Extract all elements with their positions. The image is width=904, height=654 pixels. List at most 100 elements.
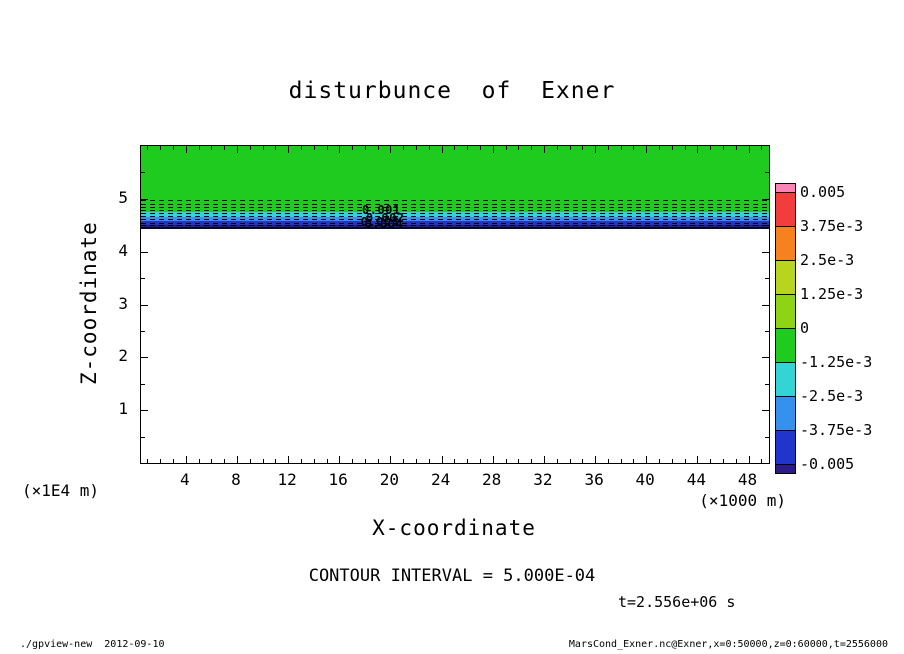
contour-line bbox=[141, 206, 769, 208]
x-axis-tick-minor bbox=[761, 459, 763, 463]
x-tick-label: 48 bbox=[737, 470, 758, 489]
y-axis-tick-minor bbox=[765, 172, 769, 174]
x-axis-tick-minor bbox=[224, 146, 226, 150]
y-axis-tick-major bbox=[762, 304, 769, 306]
y-axis-tick-minor bbox=[765, 225, 769, 227]
x-axis-tick-minor bbox=[671, 459, 673, 463]
y-axis-tick-minor bbox=[141, 436, 145, 438]
x-tick-label: 12 bbox=[277, 470, 297, 489]
colorbar-label: -3.75e-3 bbox=[800, 421, 873, 439]
colorbar bbox=[775, 183, 796, 474]
x-axis-tick-major bbox=[595, 146, 597, 153]
colorbar-cell bbox=[776, 261, 795, 295]
x-axis-tick-major bbox=[441, 146, 443, 153]
x-axis-tick-major bbox=[236, 146, 238, 153]
x-tick-label: 24 bbox=[430, 470, 451, 489]
x-axis-tick-minor bbox=[620, 459, 622, 463]
contour-line bbox=[141, 225, 769, 227]
x-axis-tick-minor bbox=[300, 459, 302, 463]
x-axis-tick-minor bbox=[416, 146, 417, 150]
y-tick-label: 4 bbox=[118, 240, 128, 260]
x-axis-tick-minor bbox=[275, 459, 277, 463]
x-axis-tick-major bbox=[390, 456, 392, 463]
x-axis-tick-major bbox=[492, 456, 494, 463]
contour-label: 0.003 bbox=[360, 214, 400, 229]
y-axis-tick-minor bbox=[141, 383, 145, 385]
x-axis-tick-major bbox=[339, 146, 341, 153]
y-axis-tick-major bbox=[141, 304, 148, 306]
x-axis-tick-minor bbox=[249, 146, 251, 150]
x-axis-tick-major bbox=[288, 456, 290, 463]
contour-line bbox=[141, 219, 769, 221]
x-axis-tick-minor bbox=[147, 459, 149, 463]
x-axis-tick-minor bbox=[160, 459, 162, 463]
colorbar-cell bbox=[776, 193, 795, 227]
x-tick-label: 28 bbox=[482, 470, 502, 489]
field-layer bbox=[141, 146, 769, 212]
x-axis-tick-major bbox=[185, 146, 187, 153]
x-axis-tick-minor bbox=[582, 459, 584, 463]
colorbar-label: 1.25e-3 bbox=[800, 285, 864, 303]
x-axis-tick-minor bbox=[531, 146, 533, 150]
x-axis-tick-minor bbox=[262, 146, 264, 150]
y-axis-tick-minor bbox=[765, 278, 769, 280]
x-axis-tick-minor bbox=[531, 459, 533, 463]
y-axis-tick-major bbox=[141, 198, 148, 200]
x-axis-tick-minor bbox=[505, 459, 507, 463]
x-axis-tick-minor bbox=[607, 146, 609, 150]
x-axis-tick-minor bbox=[173, 459, 174, 463]
colorbar-label: 2.5e-3 bbox=[800, 251, 855, 269]
x-axis-tick-minor bbox=[761, 146, 763, 150]
colorbar-label: 0.005 bbox=[800, 183, 846, 201]
x-axis-tick-minor bbox=[633, 459, 635, 463]
x-axis-tick-minor bbox=[735, 146, 737, 150]
x-axis-tick-minor bbox=[352, 459, 353, 463]
x-axis-tick-minor bbox=[518, 146, 520, 150]
chart-title: disturbunce of Exner bbox=[288, 78, 616, 104]
x-tick-label: 36 bbox=[584, 470, 604, 489]
x-axis-tick-major bbox=[390, 146, 392, 153]
y-axis-tick-major bbox=[762, 198, 769, 200]
x-axis-tick-minor bbox=[364, 146, 366, 150]
x-axis-tick-major bbox=[288, 146, 290, 153]
y-axis-tick-minor bbox=[765, 330, 769, 332]
contour-line bbox=[141, 203, 769, 205]
x-axis-tick-minor bbox=[671, 146, 673, 150]
x-axis-tick-minor bbox=[403, 146, 405, 150]
x-axis-tick-minor bbox=[326, 146, 328, 150]
x-axis-tick-major bbox=[543, 146, 545, 153]
x-axis-tick-minor bbox=[428, 146, 430, 150]
x-axis-tick-minor bbox=[467, 146, 469, 150]
x-axis-tick-minor bbox=[556, 146, 558, 150]
x-axis-tick-major bbox=[697, 146, 699, 153]
x-axis-tick-minor bbox=[160, 146, 162, 150]
x-axis-tick-minor bbox=[723, 459, 724, 463]
x-axis-tick-minor bbox=[518, 459, 520, 463]
colorbar-cell bbox=[776, 397, 795, 431]
x-axis-tick-minor bbox=[416, 459, 417, 463]
x-tick-label: 20 bbox=[379, 470, 400, 489]
y-tick-label: 2 bbox=[118, 346, 128, 366]
colorbar-cell bbox=[776, 465, 795, 473]
y-axis-tick-major bbox=[141, 357, 148, 359]
x-axis-tick-minor bbox=[364, 459, 366, 463]
x-tick-label: 44 bbox=[686, 470, 707, 489]
footer-command-text: ./gpview-new 2012-09-10 bbox=[20, 639, 165, 650]
x-axis-tick-minor bbox=[211, 146, 213, 150]
x-axis-tick-minor bbox=[582, 146, 584, 150]
x-axis-tick-minor bbox=[569, 459, 571, 463]
x-axis-tick-minor bbox=[659, 146, 660, 150]
y-axis-tick-major bbox=[762, 410, 769, 412]
y-axis-unit-label: (×1E4 m) bbox=[22, 481, 100, 500]
x-axis-tick-minor bbox=[403, 459, 405, 463]
colorbar-cell bbox=[776, 227, 795, 261]
x-axis-tick-minor bbox=[620, 146, 622, 150]
x-axis-tick-major bbox=[748, 456, 750, 463]
time-stamp-text: t=2.556e+06 s bbox=[618, 593, 736, 611]
x-axis-tick-minor bbox=[428, 459, 430, 463]
y-tick-label: 1 bbox=[118, 399, 128, 419]
field-layer bbox=[141, 212, 769, 217]
x-tick-label: 4 bbox=[179, 470, 190, 489]
y-axis-tick-minor bbox=[765, 436, 769, 438]
y-axis-tick-major bbox=[141, 251, 148, 253]
